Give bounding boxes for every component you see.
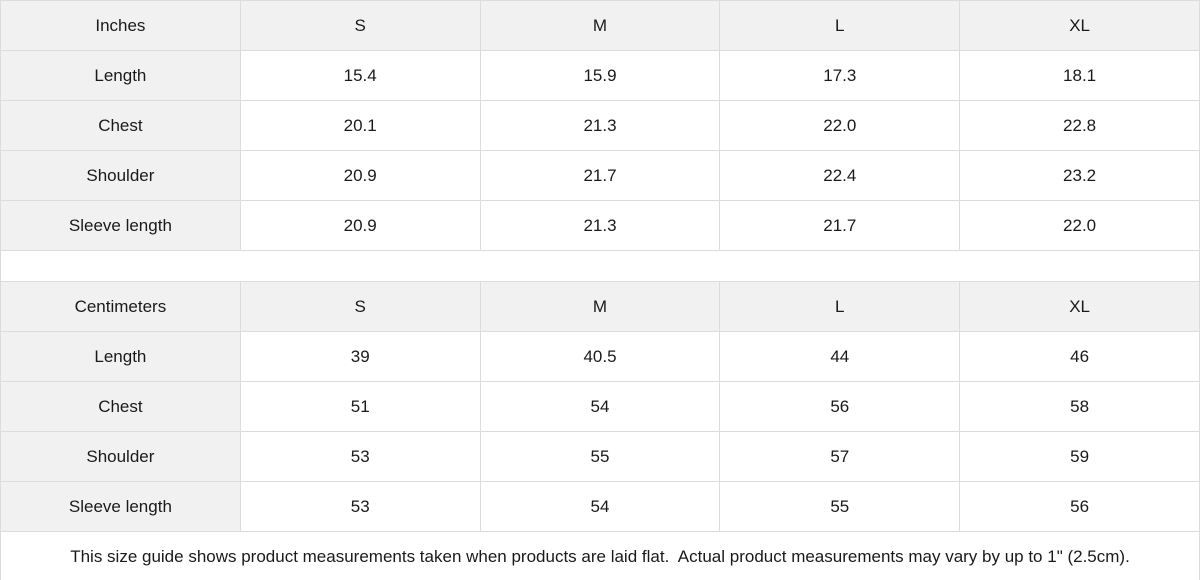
measurement-cell: 20.9 (239, 200, 481, 251)
measurement-cell: 15.4 (239, 50, 481, 101)
measurement-cell: 46 (959, 331, 1200, 382)
measurement-cell: 22.8 (959, 100, 1200, 151)
measurement-cell: 56 (719, 381, 961, 432)
table-row: Length 15.4 15.9 17.3 18.1 (0, 50, 1200, 101)
measurement-cell: 17.3 (719, 50, 961, 101)
measurement-cell: 23.2 (959, 150, 1200, 201)
measurement-cell: 53 (239, 431, 481, 482)
measurement-cell: 54 (479, 381, 721, 432)
row-label-cell: Sleeve length (0, 481, 241, 532)
row-label-cell: Chest (0, 100, 241, 151)
measurement-cell: 40.5 (479, 331, 721, 382)
row-label-cell: Length (0, 331, 241, 382)
measurement-cell: 59 (959, 431, 1200, 482)
table-row: Shoulder 20.9 21.7 22.4 23.2 (0, 150, 1200, 201)
row-label-cell: Sleeve length (0, 200, 241, 251)
measurement-cell: 22.4 (719, 150, 961, 201)
measurement-cell: 21.3 (479, 200, 721, 251)
measurement-cell: 20.9 (239, 150, 481, 201)
row-label-cell: Shoulder (0, 150, 241, 201)
size-table-centimeters: Centimeters S M L XL Length 39 40.5 44 46 Chest 51 5… (0, 281, 1200, 532)
measurement-cell: 57 (719, 431, 961, 482)
size-header-cell: XL (959, 281, 1200, 332)
measurement-cell: 22.0 (719, 100, 961, 151)
measurement-cell: 20.1 (239, 100, 481, 151)
row-label-cell: Shoulder (0, 431, 241, 482)
table-row: Sleeve length 53 54 55 56 (0, 481, 1200, 532)
measurement-cell: 21.3 (479, 100, 721, 151)
table-gap-row (0, 251, 1200, 281)
size-header-cell: S (239, 0, 481, 51)
measurement-cell: 55 (719, 481, 961, 532)
size-header-cell: XL (959, 0, 1200, 51)
measurement-cell: 53 (239, 481, 481, 532)
measurement-cell: 56 (959, 481, 1200, 532)
row-label-cell: Length (0, 50, 241, 101)
measurement-cell: 15.9 (479, 50, 721, 101)
size-header-cell: L (719, 281, 961, 332)
measurement-cell: 21.7 (479, 150, 721, 201)
measurement-cell: 21.7 (719, 200, 961, 251)
measurement-cell: 51 (239, 381, 481, 432)
size-table-inches: Inches S M L XL Length 15.4 15.9 17.3 18.1 Chest 20… (0, 0, 1200, 251)
table-row: Chest 51 54 56 58 (0, 381, 1200, 432)
table-row: Length 39 40.5 44 46 (0, 331, 1200, 382)
size-header-cell: M (479, 281, 721, 332)
measurement-cell: 22.0 (959, 200, 1200, 251)
measurement-cell: 55 (479, 431, 721, 482)
measurement-cell: 39 (239, 331, 481, 382)
measurement-cell: 18.1 (959, 50, 1200, 101)
table-row: Sleeve length 20.9 21.3 21.7 22.0 (0, 200, 1200, 251)
table-row: Chest 20.1 21.3 22.0 22.8 (0, 100, 1200, 151)
size-guide-disclaimer: This size guide shows product measuremen… (0, 532, 1200, 580)
measurement-cell: 58 (959, 381, 1200, 432)
header-row: Inches S M L XL (0, 0, 1200, 51)
size-header-cell: L (719, 0, 961, 51)
unit-header-cell: Centimeters (0, 281, 241, 332)
measurement-cell: 54 (479, 481, 721, 532)
measurement-cell: 44 (719, 331, 961, 382)
size-header-cell: S (239, 281, 481, 332)
size-header-cell: M (479, 0, 721, 51)
unit-header-cell: Inches (0, 0, 241, 51)
table-row: Shoulder 53 55 57 59 (0, 431, 1200, 482)
header-row: Centimeters S M L XL (0, 281, 1200, 332)
row-label-cell: Chest (0, 381, 241, 432)
